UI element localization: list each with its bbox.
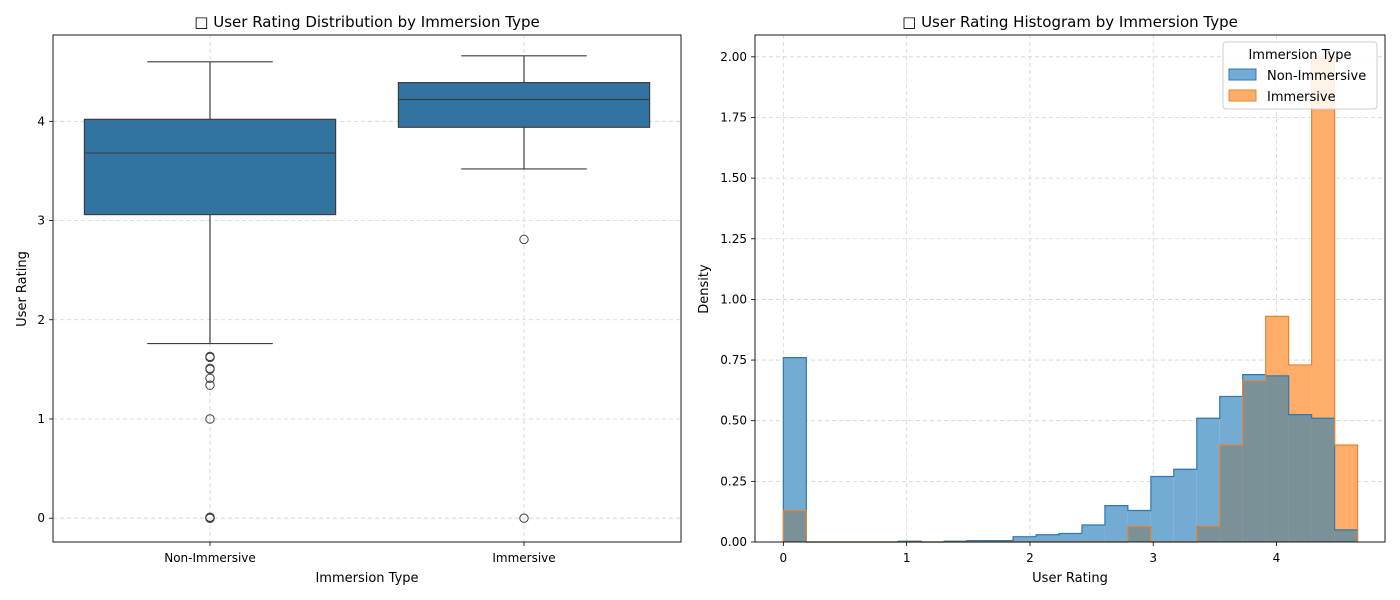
boxplot-marks	[83, 55, 651, 523]
histogram-step-outline-non-immersive	[782, 357, 1359, 543]
histogram-bar-non-immersive	[990, 540, 1014, 542]
boxplot-outlier-point	[205, 352, 215, 363]
histogram-bar-non-immersive	[1150, 476, 1174, 542]
histogram-xtick-label: 1	[903, 551, 911, 565]
boxplot-box-non-immersive	[83, 118, 337, 216]
legend-swatch-immersive	[1228, 89, 1257, 102]
boxplot-outlier-point	[205, 380, 215, 390]
histogram-ytick-label: 0.00	[720, 535, 747, 549]
histogram-ytick-label: 1.25	[720, 232, 747, 246]
boxplot-axes-frame	[52, 34, 682, 543]
boxplot-xlabel: Immersion Type	[315, 571, 418, 586]
boxplot-ytick-label: 1	[37, 412, 45, 426]
histogram-legend: Immersion Type Non-Immersive Immersive	[1222, 41, 1378, 110]
legend-frame	[1222, 41, 1378, 110]
histogram-bar-overlap	[1334, 529, 1358, 542]
boxplot-ticks: 0 1 2 3 4 Non-Immersive Immersive	[37, 114, 555, 565]
boxplot-xtick-label: Non-Immersive	[164, 551, 256, 565]
boxplot-ytick-label: 3	[37, 214, 45, 228]
histogram-title: □ User Rating Histogram by Immersion Typ…	[902, 13, 1238, 31]
boxplot-outlier-point	[205, 414, 215, 424]
histogram-bar-non-immersive	[1104, 505, 1128, 542]
histogram-bar-non-immersive	[1013, 536, 1037, 542]
histogram-xtick-label: 2	[1026, 551, 1034, 565]
boxplot-title: □ User Rating Distribution by Immersion …	[194, 13, 539, 31]
boxplot-ylabel: User Rating	[15, 251, 30, 327]
histogram-bar-non-immersive	[1196, 418, 1220, 542]
boxplot-outlier-point	[519, 513, 529, 523]
boxplot-ytick-label: 4	[37, 114, 45, 128]
histogram-bar-immersive	[1334, 444, 1358, 542]
histogram-ytick-label: 0.50	[720, 414, 747, 428]
histogram-ytick-label: 1.00	[720, 292, 747, 306]
histogram-ylabel: Density	[697, 264, 712, 314]
histogram-bar-non-immersive	[783, 357, 807, 542]
histogram-bar-overlap	[1265, 375, 1289, 542]
histogram-ticks: 0.00 0.25 0.50 0.75 1.00 1.25 1.50 1.75 2.00 0 1 2 3…	[720, 50, 1280, 565]
legend-label-immersive: Immersive	[1267, 90, 1336, 105]
boxplot-outlier-point	[205, 364, 215, 375]
boxplot-panel: □ User Rating Distribution by Immersion …	[15, 13, 682, 586]
histogram-bar-non-immersive	[1058, 533, 1082, 542]
histogram-bar-overlap	[1242, 380, 1266, 542]
boxplot-outlier-point	[205, 513, 215, 523]
boxplot-box-immersive	[397, 82, 651, 128]
histogram-bar-overlap	[1219, 444, 1243, 542]
histogram-ytick-label: 1.75	[720, 110, 747, 124]
histogram-xtick-label: 4	[1273, 551, 1281, 565]
boxplot-outlier-point	[519, 234, 529, 245]
histogram-bar-non-immersive	[1081, 525, 1105, 542]
boxplot-outlier-point	[205, 373, 215, 383]
boxplot-xtick-label: Immersive	[492, 551, 555, 565]
boxplot-ytick-label: 2	[37, 313, 45, 327]
histogram-ytick-label: 0.75	[720, 353, 747, 367]
histogram-bar-overlap	[1127, 526, 1151, 542]
histogram-xlabel: User Rating	[1032, 571, 1108, 586]
histogram-bar-non-immersive	[967, 540, 991, 542]
histogram-ytick-label: 2.00	[720, 50, 747, 64]
legend-label-non-immersive: Non-Immersive	[1267, 69, 1366, 84]
legend-title: Immersion Type	[1248, 48, 1351, 63]
histogram-bar-overlap	[1196, 526, 1220, 542]
histogram-ytick-label: 1.50	[720, 171, 747, 185]
histogram-marks	[782, 56, 1359, 543]
boxplot-ytick-label: 0	[37, 511, 45, 525]
histogram-bar-overlap	[1311, 418, 1335, 542]
histogram-panel: □ User Rating Histogram by Immersion Typ…	[697, 13, 1386, 586]
histogram-bar-overlap	[1288, 414, 1312, 542]
histogram-grid	[755, 35, 1385, 543]
histogram-bar-non-immersive	[1036, 534, 1059, 542]
legend-swatch-non-immersive	[1228, 68, 1257, 81]
histogram-xtick-label: 3	[1149, 551, 1157, 565]
histogram-axes-frame	[754, 34, 1386, 543]
histogram-bar-overlap	[783, 510, 807, 542]
histogram-xtick-label: 0	[780, 551, 788, 565]
histogram-bar-non-immersive	[1173, 469, 1197, 542]
histogram-ytick-label: 0.25	[720, 474, 747, 488]
